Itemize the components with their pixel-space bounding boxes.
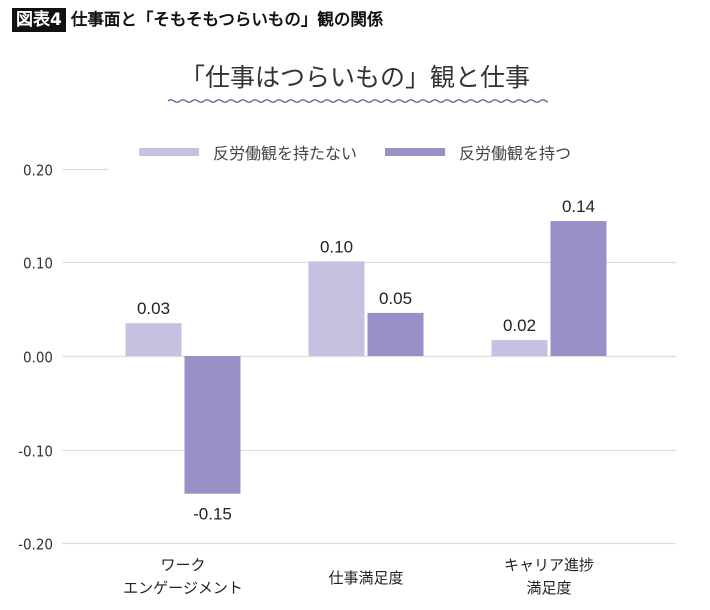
category-label: ワーク <box>160 556 205 574</box>
category-label: エンゲージメント <box>123 579 243 597</box>
data-label: -0.15 <box>193 505 232 524</box>
y-tick-label: -0.20 <box>18 536 53 554</box>
y-tick-label: 0.00 <box>23 349 53 367</box>
legend: 反労働観を持たない 反労働観を持つ <box>0 140 710 164</box>
figure-badge: 図表4 <box>12 8 66 32</box>
bar-antiwork <box>184 356 241 494</box>
chart-title: 「仕事はつらいもの」観と仕事 <box>179 63 530 92</box>
data-label: 0.03 <box>137 299 170 318</box>
bar-antiwork <box>550 221 607 356</box>
bar-no-antiwork <box>308 261 365 356</box>
figure-title: 仕事面と「そもそもつらいもの」観の関係 <box>70 10 384 29</box>
legend-item-antiwork: 反労働観を持つ <box>385 140 571 164</box>
figure-header: 図表4 仕事面と「そもそもつらいもの」観の関係 <box>12 7 383 33</box>
category-label: 仕事満足度 <box>328 569 403 587</box>
bar-no-antiwork <box>491 340 548 356</box>
title-wave-underline <box>168 99 548 103</box>
y-tick-label: 0.20 <box>23 162 53 180</box>
data-label: 0.05 <box>379 289 412 308</box>
legend-item-no-antiwork: 反労働観を持たない <box>138 140 357 164</box>
bar-antiwork <box>367 312 424 356</box>
category-label: 満足度 <box>526 579 571 597</box>
legend-swatch-no-antiwork <box>138 148 199 156</box>
y-tick-label: 0.10 <box>23 255 53 273</box>
category-label: キャリア進捗 <box>504 556 594 574</box>
legend-swatch-antiwork <box>385 148 445 156</box>
y-tick-label: -0.10 <box>18 443 53 461</box>
data-label: 0.10 <box>320 237 353 256</box>
legend-label-antiwork: 反労働観を持つ <box>459 144 572 163</box>
data-label: 0.14 <box>562 197 595 216</box>
legend-label-no-antiwork: 反労働観を持たない <box>212 144 357 163</box>
data-label: 0.02 <box>503 316 536 335</box>
bar-no-antiwork <box>125 323 182 356</box>
